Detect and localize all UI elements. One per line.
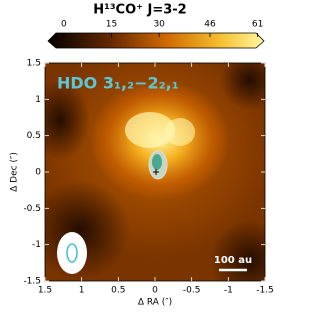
x-axis-label: Δ RA (″) — [138, 298, 172, 308]
y-tick-label: 0 — [35, 168, 41, 178]
x-tick-label: -1 — [224, 286, 233, 296]
x-tick-label: 0.5 — [111, 286, 125, 296]
colorbar-tick-label: 0 — [61, 20, 67, 30]
x-tick-label: -0.5 — [183, 286, 201, 296]
x-tick-label: 0 — [152, 286, 158, 296]
chart: H¹³CO⁺ J=3-2 HDO 3₁,₂−2₂,₁ 100 au Δ RA (… — [10, 3, 274, 308]
y-tick-label: -1.5 — [23, 277, 41, 287]
colorbar-tick-label: 61 — [252, 20, 263, 30]
colorbar-tick-label: 30 — [153, 20, 165, 30]
y-axis-label: Δ Dec (″) — [10, 152, 20, 192]
map-image — [45, 63, 265, 281]
y-tick-label: 1 — [35, 95, 41, 105]
colorbar-tick-label: 46 — [204, 20, 216, 30]
x-tick-label: -1.5 — [256, 286, 274, 296]
y-tick-label: -0.5 — [23, 204, 41, 214]
annotation: HDO 3₁,₂−2₂,₁ — [57, 74, 179, 93]
x-tick-label: 1.5 — [38, 286, 52, 296]
x-tick-label: 1 — [79, 286, 85, 296]
scale-bar-label: 100 au — [214, 255, 252, 266]
y-tick-label: -1 — [32, 240, 41, 250]
colorbar-scale — [47, 32, 265, 49]
chart-title: H¹³CO⁺ J=3-2 — [93, 3, 186, 18]
y-tick-label: 0.5 — [27, 131, 41, 141]
colorbar — [47, 32, 265, 49]
y-tick-label: 1.5 — [27, 59, 41, 69]
colorbar-tick-label: 15 — [106, 20, 117, 30]
